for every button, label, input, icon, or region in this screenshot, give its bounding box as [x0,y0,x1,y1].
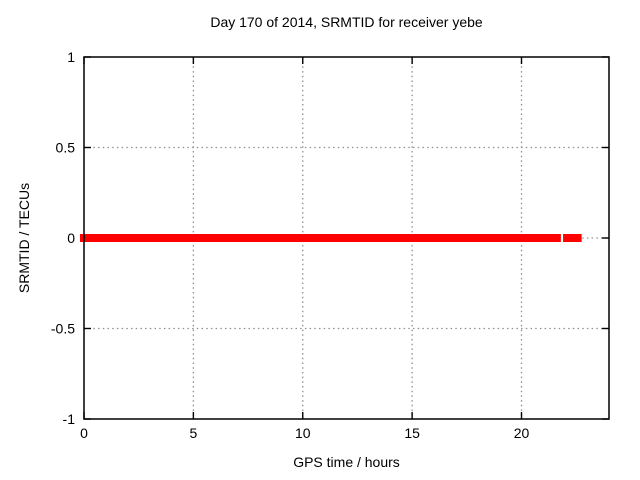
x-axis-label: GPS time / hours [293,454,400,470]
y-tick-label: 0 [67,230,75,246]
x-tick-label: 0 [80,425,88,441]
plot-border [83,56,610,420]
chart-title: Day 170 of 2014, SRMTID for receiver yeb… [210,14,483,30]
y-tick-label: -0.5 [51,321,75,337]
x-tick-label: 5 [189,425,197,441]
y-tick-label: 0.5 [56,140,76,156]
y-tick-label: -1 [63,411,76,427]
x-tick-label: 10 [295,425,311,441]
x-tick-label: 15 [404,425,420,441]
x-tick-label: 20 [514,425,530,441]
y-tick-label: 1 [67,49,75,65]
